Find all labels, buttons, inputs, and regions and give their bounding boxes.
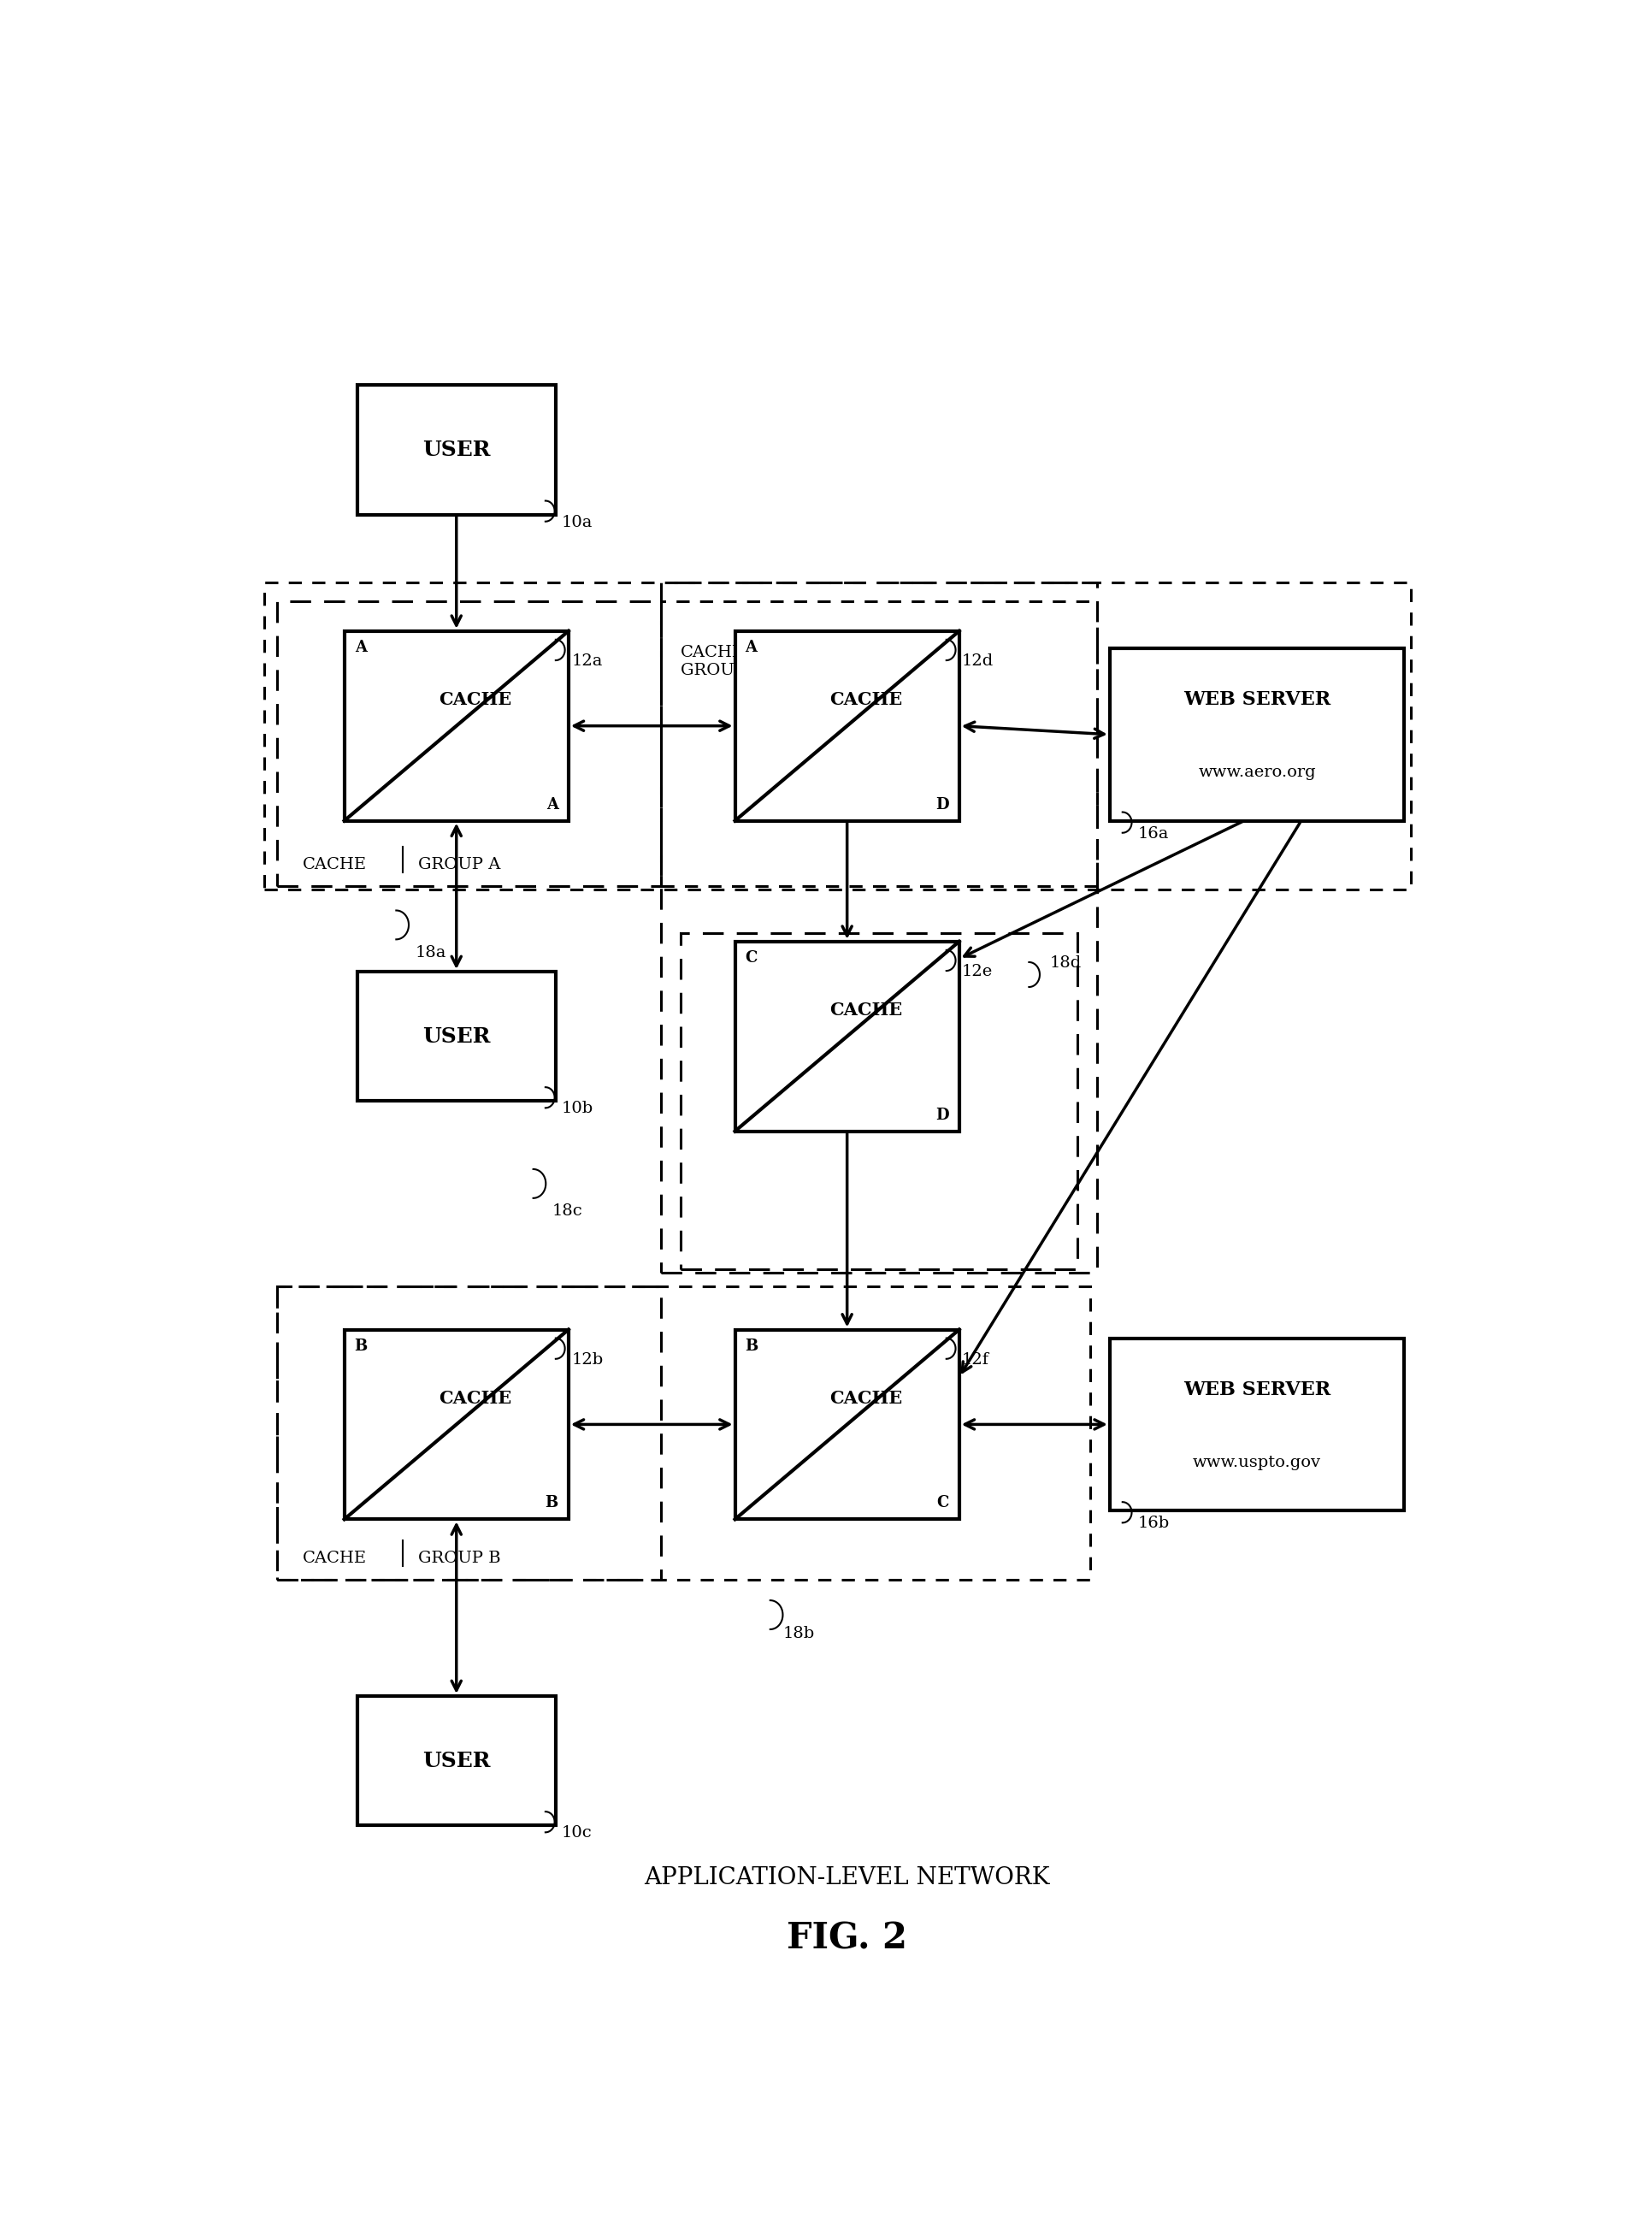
- Text: 10c: 10c: [560, 1826, 591, 1841]
- Text: USER: USER: [423, 1749, 491, 1772]
- Text: C: C: [937, 1496, 948, 1510]
- Text: CACHE
GROUP
C: CACHE GROUP C: [859, 977, 925, 1026]
- Text: B: B: [355, 1337, 367, 1353]
- Text: 10a: 10a: [560, 515, 591, 531]
- Text: 12d: 12d: [961, 654, 993, 670]
- Text: WEB SERVER: WEB SERVER: [1183, 690, 1330, 710]
- Text: GROUP A: GROUP A: [418, 858, 501, 871]
- Text: www.aero.org: www.aero.org: [1198, 764, 1315, 780]
- Text: GROUP B: GROUP B: [418, 1550, 501, 1566]
- Text: www.uspto.gov: www.uspto.gov: [1193, 1454, 1320, 1469]
- Text: 18d: 18d: [1049, 956, 1080, 970]
- Text: B: B: [745, 1337, 758, 1353]
- Bar: [357, 1696, 555, 1826]
- Text: D: D: [935, 1107, 948, 1122]
- Bar: [278, 1286, 1090, 1579]
- Bar: [1108, 647, 1404, 820]
- Text: CACHE: CACHE: [439, 1391, 512, 1407]
- Bar: [681, 932, 1077, 1270]
- Text: CACHE: CACHE: [439, 692, 512, 708]
- Bar: [661, 603, 1097, 887]
- Text: D: D: [935, 797, 948, 813]
- Text: 16a: 16a: [1138, 827, 1168, 842]
- Bar: [357, 385, 555, 515]
- Bar: [735, 1331, 958, 1519]
- Text: 10b: 10b: [560, 1102, 593, 1116]
- Bar: [735, 941, 958, 1131]
- Text: 12f: 12f: [961, 1353, 990, 1366]
- Text: A: A: [355, 641, 367, 654]
- Bar: [278, 603, 661, 887]
- Text: 12b: 12b: [572, 1353, 603, 1366]
- Text: 18a: 18a: [415, 945, 446, 961]
- Bar: [278, 1286, 661, 1579]
- Text: FIG. 2: FIG. 2: [786, 1920, 907, 1956]
- Text: CACHE: CACHE: [302, 858, 367, 871]
- Text: 18c: 18c: [552, 1203, 583, 1219]
- Bar: [344, 1331, 568, 1519]
- Bar: [661, 582, 1097, 1272]
- Text: CACHE: CACHE: [829, 1001, 902, 1019]
- Bar: [1108, 1337, 1404, 1510]
- Text: CACHE: CACHE: [302, 1550, 367, 1566]
- Text: CACHE: CACHE: [829, 1391, 902, 1407]
- Text: 16b: 16b: [1138, 1516, 1170, 1532]
- Text: 12a: 12a: [572, 654, 601, 670]
- Text: CACHE: CACHE: [829, 692, 902, 708]
- Text: 18b: 18b: [783, 1626, 814, 1642]
- Bar: [735, 632, 958, 820]
- Text: USER: USER: [423, 1026, 491, 1046]
- Text: WEB SERVER: WEB SERVER: [1183, 1380, 1330, 1400]
- Text: A: A: [745, 641, 757, 654]
- Text: A: A: [545, 797, 558, 813]
- Text: APPLICATION-LEVEL NETWORK: APPLICATION-LEVEL NETWORK: [644, 1866, 1049, 1891]
- Text: USER: USER: [423, 439, 491, 459]
- Bar: [344, 632, 568, 820]
- Bar: [264, 582, 1411, 889]
- Text: B: B: [545, 1496, 558, 1510]
- Text: C: C: [745, 950, 757, 965]
- Text: CACHE
GROUP D: CACHE GROUP D: [681, 645, 763, 679]
- Bar: [357, 972, 555, 1102]
- Text: 12e: 12e: [961, 963, 993, 979]
